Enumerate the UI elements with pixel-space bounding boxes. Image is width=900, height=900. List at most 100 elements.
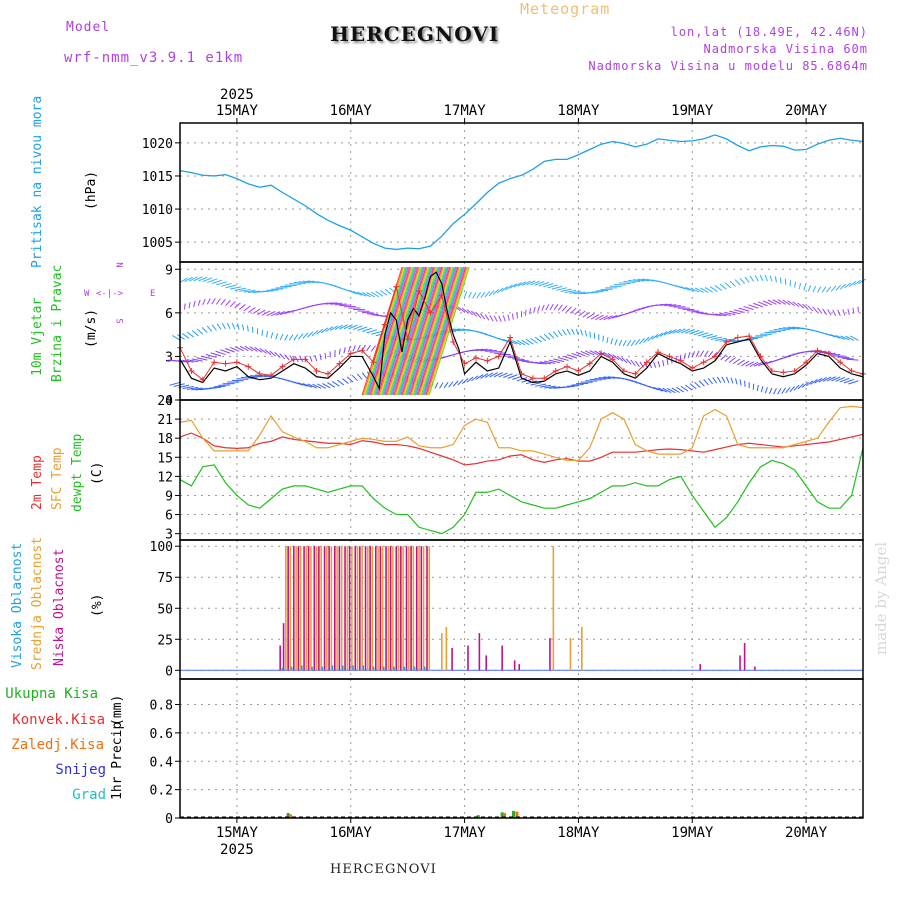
wind-gust-point bbox=[632, 370, 639, 377]
wind-gust-point bbox=[290, 356, 297, 363]
wind-arrow bbox=[225, 299, 231, 307]
wind-arrow bbox=[507, 314, 510, 321]
wind-arrow bbox=[753, 302, 764, 308]
wind-arrow bbox=[284, 284, 297, 286]
wind-arrow bbox=[226, 322, 231, 330]
wind-arrow bbox=[229, 286, 242, 290]
wind-arrow bbox=[720, 354, 727, 361]
wind-arrow bbox=[779, 277, 782, 284]
wind-arrow bbox=[774, 276, 777, 283]
wind-arrow bbox=[293, 281, 306, 285]
wind-arrow bbox=[275, 333, 279, 340]
x-tick-label-top: 17MAY bbox=[444, 103, 487, 119]
wind-arrow bbox=[753, 361, 764, 367]
wind-arrow bbox=[556, 287, 568, 291]
wind-arrow bbox=[543, 333, 551, 340]
wind-gust-point bbox=[472, 354, 479, 361]
wind-arrow bbox=[484, 314, 490, 321]
footer-station: HERCEGNOVI bbox=[330, 862, 437, 877]
wind-arrow bbox=[181, 332, 190, 339]
wind-arrow bbox=[366, 292, 375, 298]
wind-gust-point bbox=[712, 353, 719, 360]
wind-arrow bbox=[553, 304, 559, 311]
wind-arrow bbox=[261, 310, 271, 316]
wind-arrow bbox=[198, 276, 208, 282]
wind-arrow bbox=[202, 277, 213, 283]
wind-arrow bbox=[341, 378, 349, 384]
wind-arrow bbox=[434, 382, 439, 389]
wind-arrow bbox=[725, 376, 730, 384]
wind-arrow bbox=[716, 376, 722, 383]
wind-arrow-storm bbox=[379, 266, 421, 396]
wind-gust-point bbox=[404, 335, 411, 342]
wind-arrow bbox=[580, 350, 590, 356]
wind-arrow bbox=[461, 377, 469, 384]
wind-arrow bbox=[243, 305, 251, 312]
wind-arrow bbox=[317, 383, 326, 389]
wind-arrow bbox=[657, 360, 661, 368]
y-tick-label: 1020 bbox=[142, 137, 173, 152]
wind-arrow bbox=[366, 344, 371, 352]
wind-arrow bbox=[683, 353, 686, 360]
wind-gust-point bbox=[689, 365, 696, 372]
wind-arrow bbox=[548, 386, 561, 389]
wind-arrow bbox=[756, 384, 759, 392]
wind-arrow-storm bbox=[417, 266, 459, 396]
wind-arrow bbox=[207, 278, 218, 283]
wind-arrow-storm bbox=[381, 266, 422, 396]
wind-arrow bbox=[812, 306, 818, 313]
wind-arrow bbox=[850, 335, 859, 341]
wind-arrow bbox=[814, 377, 823, 384]
wind-arrow bbox=[289, 283, 302, 285]
wind-arrow-storm bbox=[375, 266, 417, 396]
wind-arrow bbox=[543, 283, 554, 288]
x-tick-label-top: 16MAY bbox=[330, 103, 373, 119]
wind-arrow-storm bbox=[426, 266, 468, 396]
year-label-top: 2025 bbox=[220, 87, 254, 103]
wind-arrow bbox=[698, 380, 705, 387]
y-tick-label: 0.2 bbox=[150, 784, 173, 799]
wind-arrow bbox=[691, 351, 695, 358]
wind-gust-point bbox=[188, 367, 195, 374]
wind-arrow bbox=[339, 304, 352, 307]
wind-arrow bbox=[589, 331, 592, 338]
wind-arrow bbox=[457, 379, 464, 386]
wind-arrow bbox=[384, 288, 392, 295]
wind-arrow bbox=[334, 303, 347, 306]
wind-arrow bbox=[329, 325, 339, 331]
wind-arrow bbox=[739, 379, 742, 386]
wind-arrow bbox=[211, 324, 217, 331]
wind-arrow bbox=[842, 309, 846, 316]
wind-arrow bbox=[238, 304, 246, 310]
wind-arrow bbox=[680, 286, 691, 291]
wind-arrow bbox=[448, 381, 454, 388]
wind-arrow bbox=[327, 382, 336, 388]
wind-arrow bbox=[476, 292, 481, 299]
wind-arrow bbox=[221, 322, 226, 330]
wind-arrow bbox=[566, 354, 578, 359]
wind-arrow bbox=[346, 376, 354, 383]
wind-arrow-storm bbox=[384, 266, 426, 396]
wind-arrow-storm bbox=[398, 266, 440, 396]
wind-arrow bbox=[614, 339, 618, 346]
wind-arrow bbox=[488, 290, 495, 297]
wind-arrow-storm bbox=[392, 266, 434, 396]
wind-arrow bbox=[567, 385, 579, 387]
wind-arrow bbox=[229, 346, 240, 352]
wind-arrow bbox=[792, 301, 800, 308]
wind-arrow bbox=[475, 374, 484, 380]
wind-arrow bbox=[513, 282, 522, 288]
wind-arrow bbox=[598, 376, 611, 380]
wind-arrow bbox=[188, 276, 198, 282]
wind-arrow bbox=[668, 305, 681, 307]
wind-arrow bbox=[193, 276, 203, 282]
y-tick-label: 0.6 bbox=[150, 727, 173, 742]
wind-arrow bbox=[754, 275, 759, 282]
wind-arrow bbox=[553, 358, 565, 363]
wind-arrow bbox=[551, 285, 563, 290]
wind-arrow bbox=[517, 281, 527, 287]
x-tick-label-bottom: 15MAY bbox=[216, 825, 259, 841]
wind-gust-point bbox=[416, 288, 423, 295]
wind-arrow-storm bbox=[391, 266, 433, 396]
wind-arrow bbox=[659, 331, 668, 337]
